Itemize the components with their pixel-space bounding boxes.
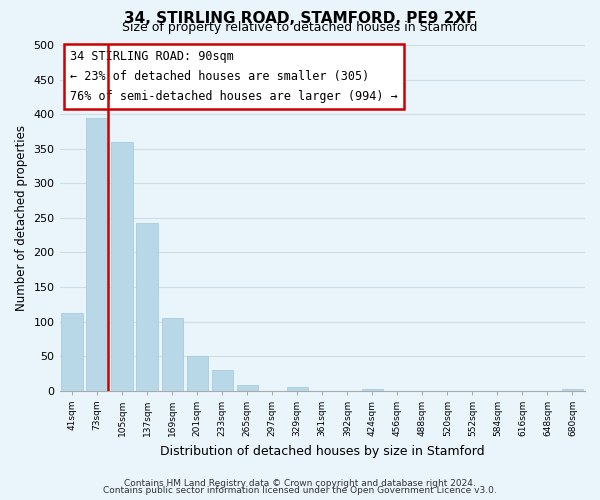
Text: Contains HM Land Registry data © Crown copyright and database right 2024.: Contains HM Land Registry data © Crown c… <box>124 478 476 488</box>
Bar <box>187 356 208 391</box>
Text: 34, STIRLING ROAD, STAMFORD, PE9 2XF: 34, STIRLING ROAD, STAMFORD, PE9 2XF <box>124 11 476 26</box>
Bar <box>236 385 258 391</box>
Text: Size of property relative to detached houses in Stamford: Size of property relative to detached ho… <box>122 21 478 34</box>
Bar <box>86 118 108 391</box>
Bar <box>212 370 233 391</box>
Bar <box>136 222 158 391</box>
Text: 34 STIRLING ROAD: 90sqm
← 23% of detached houses are smaller (305)
76% of semi-d: 34 STIRLING ROAD: 90sqm ← 23% of detache… <box>70 50 398 103</box>
Bar <box>562 390 583 391</box>
Bar <box>161 318 183 391</box>
Bar <box>362 390 383 391</box>
Bar <box>112 142 133 391</box>
Bar <box>61 314 83 391</box>
X-axis label: Distribution of detached houses by size in Stamford: Distribution of detached houses by size … <box>160 444 485 458</box>
Y-axis label: Number of detached properties: Number of detached properties <box>15 125 28 311</box>
Text: Contains public sector information licensed under the Open Government Licence v3: Contains public sector information licen… <box>103 486 497 495</box>
Bar <box>287 388 308 391</box>
